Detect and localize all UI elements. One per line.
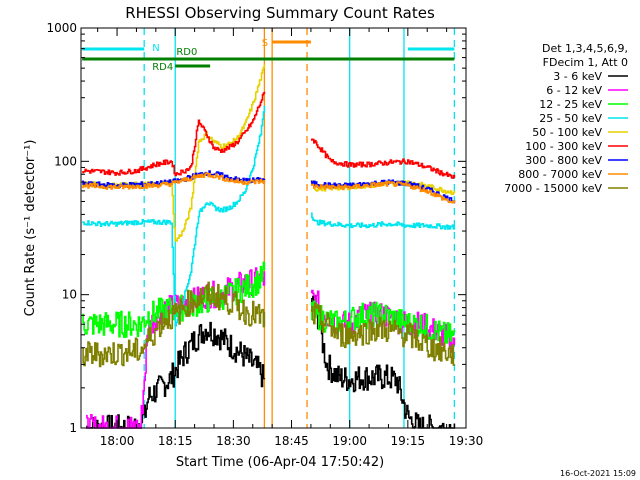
flag-label-RD4: RD4	[152, 62, 173, 73]
chart-title: RHESSI Observing Summary Count Rates	[125, 4, 435, 22]
x-tick-label-1: 18:15	[158, 434, 193, 448]
x-tick-label-4: 19:00	[332, 434, 367, 448]
legend-label-2: 12 - 25 keV	[539, 98, 602, 111]
x-tick-label-5: 19:15	[391, 434, 426, 448]
legend-label-5: 100 - 300 keV	[525, 140, 602, 153]
flag-label-RD0: RD0	[176, 47, 197, 58]
series-line-5	[82, 91, 456, 179]
x-tick-label-3: 18:45	[274, 434, 309, 448]
x-tick-label-0: 18:00	[100, 434, 135, 448]
legend-header-0: Det 1,3,4,5,6,9,	[542, 42, 628, 55]
series-line-3	[82, 105, 456, 327]
legend-label-4: 50 - 100 keV	[532, 126, 602, 139]
legend-label-8: 7000 - 15000 keV	[504, 182, 602, 195]
legend-label-7: 800 - 7000 keV	[518, 168, 602, 181]
y-tick-label-1: 10	[62, 288, 77, 302]
legend: Det 1,3,4,5,6,9,FDecim 1, Att 03 - 6 keV…	[504, 42, 628, 195]
x-axis-label: Start Time (06-Apr-04 17:50:42)	[176, 455, 384, 470]
flag-label-N: N	[152, 43, 159, 54]
legend-label-6: 300 - 800 keV	[525, 154, 602, 167]
series-line-8	[82, 281, 456, 368]
x-tick-label-2: 18:30	[216, 434, 251, 448]
y-tick-label-0: 1	[69, 421, 77, 435]
y-tick-label-3: 1000	[46, 21, 77, 35]
x-tick-label-6: 19:30	[449, 434, 484, 448]
flag-label-S: S	[262, 38, 268, 49]
legend-label-1: 6 - 12 keV	[546, 84, 602, 97]
legend-label-0: 3 - 6 keV	[553, 70, 602, 83]
series-line-7	[82, 172, 456, 204]
axes: 1 10 100 1000 18:00 18:15 18:30 18:45 19:00 19:15…	[46, 21, 483, 448]
footer-date: 16-Oct-2021 15:09	[560, 469, 636, 478]
legend-header-1: FDecim 1, Att 0	[543, 56, 628, 69]
y-tick-label-2: 100	[54, 154, 77, 168]
plot-frame	[80, 27, 467, 429]
y-axis-label: Count Rate (s⁻¹ detector⁻¹)	[23, 140, 38, 317]
legend-label-3: 25 - 50 keV	[539, 112, 602, 125]
